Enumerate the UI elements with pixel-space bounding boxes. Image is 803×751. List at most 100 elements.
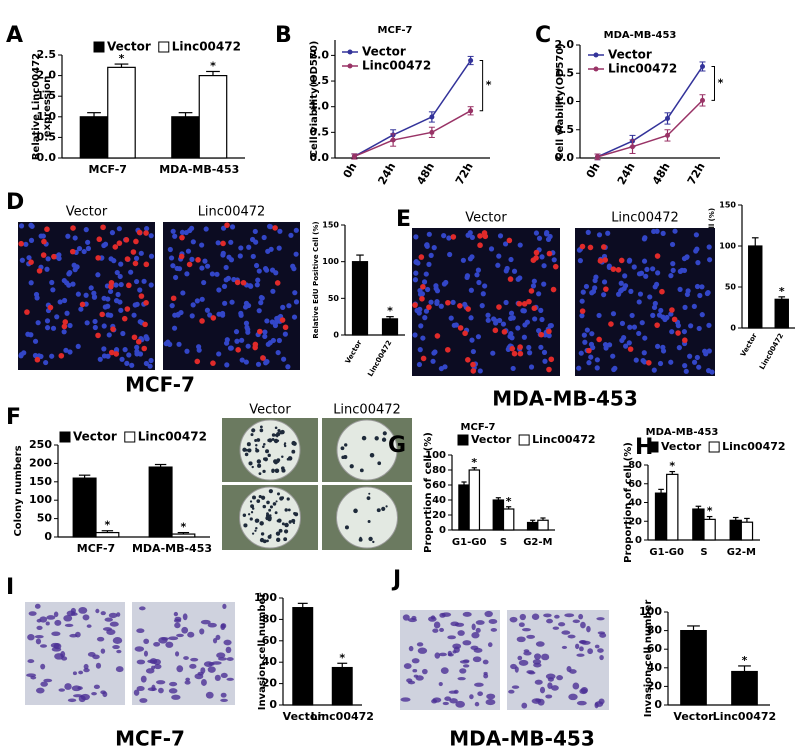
- edu-nucleus: [24, 309, 30, 315]
- cell: [572, 682, 580, 690]
- cell: [43, 678, 53, 683]
- cell: [483, 671, 488, 676]
- colony: [263, 457, 268, 462]
- nucleus: [245, 329, 251, 335]
- nucleus: [480, 291, 486, 297]
- nucleus: [28, 332, 34, 338]
- nucleus: [252, 228, 258, 235]
- nucleus: [92, 318, 98, 325]
- cell: [50, 642, 60, 648]
- nucleus: [669, 329, 675, 335]
- nucleus: [113, 282, 119, 288]
- y-tick-label: 100: [425, 450, 446, 461]
- edu-nucleus: [121, 315, 128, 322]
- nucleus: [118, 307, 124, 313]
- micrograph: [25, 602, 125, 705]
- significance-mark: *: [119, 52, 125, 65]
- edu-nucleus: [531, 305, 538, 312]
- edu-nucleus: [99, 311, 106, 318]
- nucleus: [465, 232, 471, 238]
- nucleus: [602, 341, 609, 348]
- nucleus: [652, 300, 658, 307]
- cell: [80, 693, 90, 701]
- cell: [39, 616, 48, 623]
- cell: [433, 621, 441, 629]
- y-tick-label: 40: [262, 655, 278, 668]
- cell: [176, 665, 184, 673]
- nucleus: [502, 241, 509, 247]
- cell: [203, 661, 214, 668]
- nucleus: [107, 288, 114, 295]
- nucleus: [277, 228, 283, 234]
- cell: [518, 622, 525, 628]
- edu-nucleus: [130, 249, 137, 255]
- panel-letter: C: [535, 23, 551, 48]
- colony: [274, 459, 279, 464]
- colony: [281, 455, 284, 458]
- y-tick-label: 2.0: [555, 38, 575, 51]
- colony: [287, 456, 293, 461]
- x-tick-label: S: [500, 537, 507, 548]
- edu-nucleus: [538, 331, 545, 338]
- nucleus: [65, 233, 71, 239]
- x-tick-label: 72h: [453, 161, 476, 188]
- bar: [774, 298, 789, 329]
- panel-letter: I: [6, 575, 14, 600]
- nucleus: [536, 235, 543, 241]
- series-line: [597, 66, 704, 158]
- cell: [440, 667, 449, 675]
- nucleus: [619, 337, 625, 344]
- nucleus: [441, 233, 447, 239]
- cell: [412, 669, 418, 673]
- y-tick-label: 40: [628, 498, 642, 509]
- nucleus: [194, 298, 200, 304]
- legend-label: Linc00472: [172, 40, 241, 54]
- edu-nucleus: [133, 238, 139, 245]
- x-tick-label: Vector: [739, 332, 759, 359]
- x-tick-label: MCF-7: [89, 163, 127, 176]
- cell: [450, 621, 460, 627]
- nucleus: [468, 315, 474, 321]
- nucleus: [291, 314, 298, 320]
- nucleus: [636, 299, 642, 305]
- cell: [35, 638, 42, 645]
- nucleus: [668, 311, 674, 317]
- nucleus: [116, 226, 122, 232]
- significance-mark: *: [471, 456, 477, 469]
- edu-nucleus: [79, 301, 86, 308]
- nucleus: [231, 276, 237, 283]
- edu-nucleus: [596, 336, 602, 343]
- nucleus: [416, 361, 423, 368]
- cell: [30, 675, 37, 680]
- legend-label: Vector: [608, 48, 652, 62]
- nucleus: [517, 242, 523, 248]
- colony: [260, 495, 266, 500]
- nucleus: [677, 286, 683, 293]
- edu-nucleus: [603, 286, 609, 292]
- cell: [176, 633, 184, 638]
- nucleus: [691, 359, 698, 365]
- cell: [599, 632, 607, 638]
- colony: [276, 519, 280, 523]
- nucleus: [126, 352, 132, 358]
- nucleus: [485, 312, 491, 318]
- edu-nucleus: [282, 324, 289, 331]
- nucleus: [265, 248, 271, 254]
- cell: [477, 691, 484, 697]
- nucleus: [526, 344, 532, 351]
- colony: [260, 532, 265, 536]
- colony: [259, 428, 264, 433]
- nucleus: [85, 245, 92, 252]
- edu-nucleus: [434, 333, 441, 339]
- cell: [541, 653, 550, 661]
- x-tick-label: 72h: [685, 161, 708, 188]
- nucleus: [594, 365, 600, 371]
- nucleus: [522, 322, 528, 328]
- series-line: [354, 110, 471, 158]
- colony: [353, 508, 358, 514]
- edu-nucleus: [61, 323, 68, 330]
- colony: [254, 518, 259, 523]
- cell: [556, 675, 564, 681]
- bar: [198, 74, 228, 159]
- cell: [134, 646, 145, 652]
